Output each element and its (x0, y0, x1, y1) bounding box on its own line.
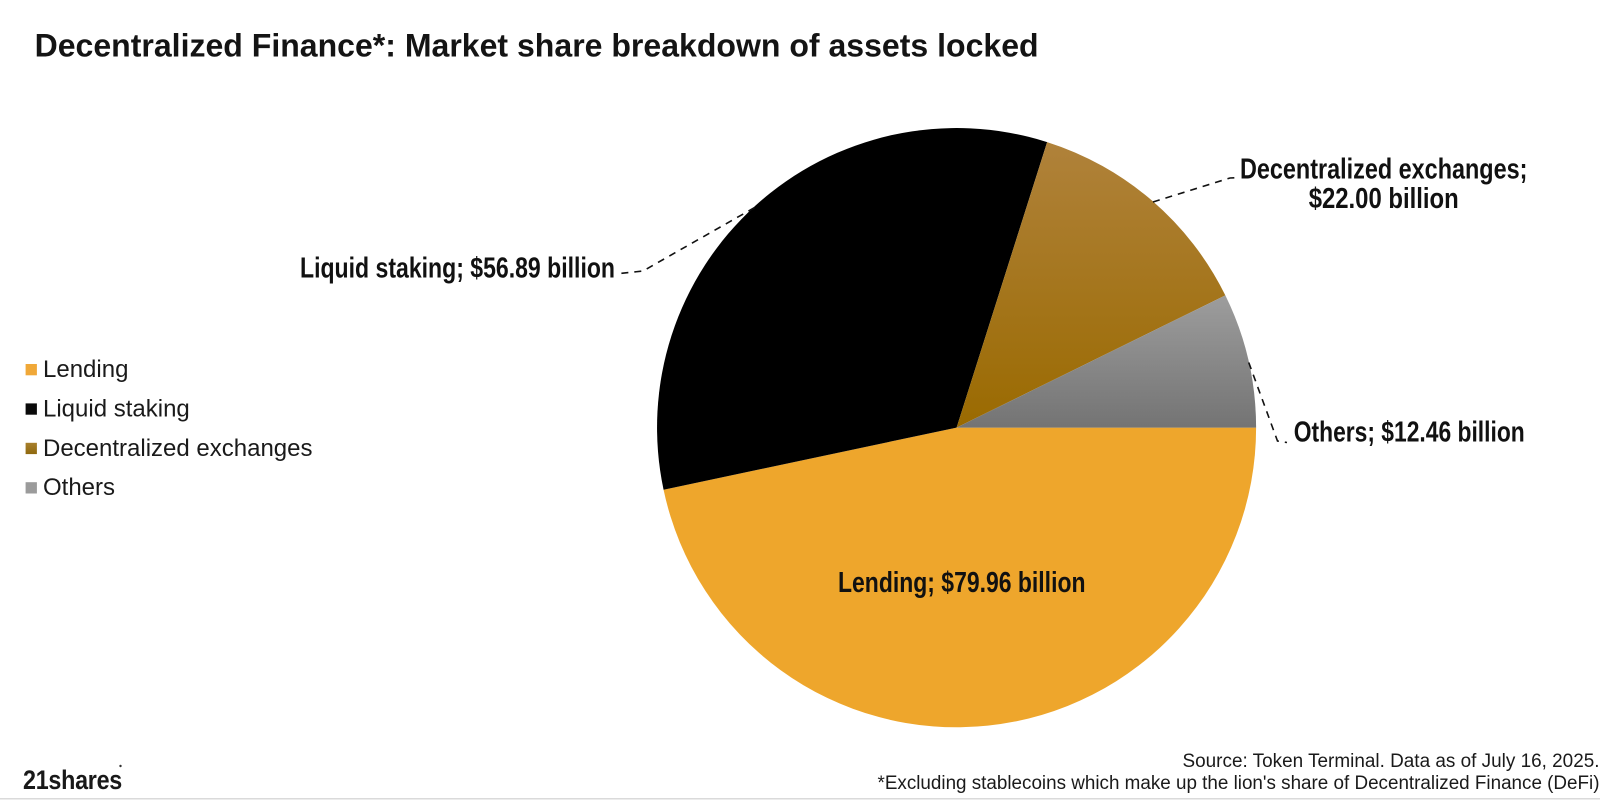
svg-text:Decentralized exchanges;: Decentralized exchanges; (1240, 154, 1528, 186)
svg-text:Others; $12.46 billion: Others; $12.46 billion (1294, 417, 1525, 449)
svg-text:Lending; $79.96 billion: Lending; $79.96 billion (838, 567, 1086, 599)
svg-text:Source: Token Terminal. Data a: Source: Token Terminal. Data as of July … (1183, 751, 1600, 772)
svg-text:Others: Others (43, 474, 115, 501)
svg-text:Liquid staking: Liquid staking (43, 395, 190, 422)
svg-text:Lending: Lending (43, 356, 128, 383)
svg-text:21shares: 21shares (23, 765, 122, 795)
svg-text:*Excluding stablecoins which m: *Excluding stablecoins which make up the… (878, 773, 1600, 794)
svg-text:Liquid staking; $56.89 billion: Liquid staking; $56.89 billion (300, 253, 615, 285)
svg-text:$22.00 billion: $22.00 billion (1309, 183, 1459, 215)
svg-text:Decentralized Finance*: Market: Decentralized Finance*: Market share bre… (35, 27, 1039, 63)
svg-text:Decentralized exchanges: Decentralized exchanges (43, 435, 313, 462)
